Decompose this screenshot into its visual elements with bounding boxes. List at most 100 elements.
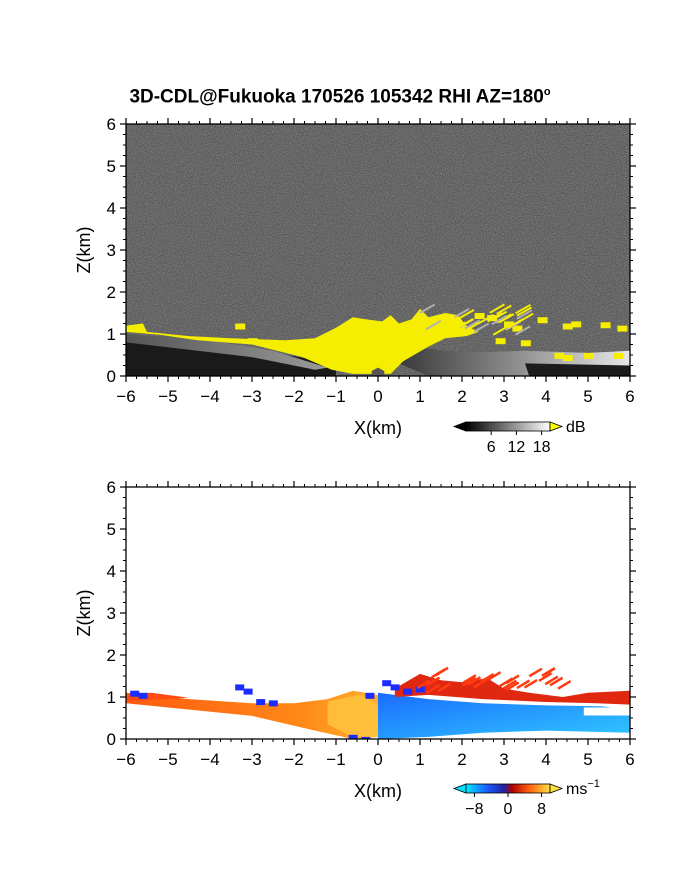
velocity-streak — [437, 682, 451, 693]
velocity-streak — [426, 676, 441, 687]
velocity-patch — [403, 688, 413, 695]
saturated-patch — [520, 340, 531, 347]
velocity-streak — [557, 680, 572, 690]
saturated-patch — [613, 352, 624, 359]
velocity-streak — [480, 672, 495, 683]
y-tick-label: 3 — [107, 241, 116, 260]
velocity-streak — [505, 681, 520, 692]
x-tick-label: −2 — [284, 750, 303, 769]
velocity-patch — [138, 692, 148, 699]
colorbar-tick-label: 8 — [537, 801, 546, 818]
colorbar-over-cap — [549, 783, 564, 794]
y-tick-label: 5 — [107, 157, 116, 176]
velocity-patch — [390, 684, 400, 691]
velocity-streak — [541, 667, 556, 677]
velocity-patch — [235, 684, 245, 691]
velocity-streak — [516, 679, 531, 690]
x-tick-label: 4 — [541, 750, 550, 769]
saturated-patch — [495, 338, 506, 345]
velocity-streak — [544, 675, 559, 686]
y-tick-label: 0 — [107, 367, 116, 386]
x-tick-label: −3 — [242, 387, 261, 406]
x-tick-label: 4 — [541, 387, 550, 406]
colorbar-ramp — [465, 421, 551, 432]
velocity-streak — [487, 671, 502, 681]
colorbar-under-cap — [452, 421, 467, 432]
streak — [478, 314, 495, 325]
x-tick-label: 2 — [457, 387, 466, 406]
streak — [514, 325, 531, 336]
streak — [449, 321, 466, 332]
saturated-patch — [571, 321, 582, 328]
saturated-patch — [268, 342, 279, 349]
velocity-patch — [382, 680, 392, 687]
streak — [473, 322, 490, 333]
site-marker — [371, 367, 385, 376]
colorbar-ramp — [465, 783, 551, 794]
x-tick-label: 6 — [625, 750, 634, 769]
saturated-patch — [247, 338, 258, 345]
saturated-patch — [235, 323, 246, 330]
x-tick-label: 6 — [625, 387, 634, 406]
y-tick-label: 2 — [107, 283, 116, 302]
streak — [432, 313, 449, 325]
x-tick-label: 3 — [499, 750, 508, 769]
x-tick-label: 2 — [457, 750, 466, 769]
y-tick-label: 5 — [107, 520, 116, 539]
velocity-patch — [415, 686, 425, 693]
reflectivity-colorbar: 6 12 18 dB — [452, 419, 586, 456]
y-axis-label: Z(km) — [74, 227, 94, 274]
chart-title-text: 3D-CDL@Fukuoka 170526 105342 RHI AZ=180 — [129, 86, 544, 108]
velocity-panel: −6 −5 −4 −3 −2 −1 0 1 2 3 4 5 6 0 1 2 3 4 5 6 X(km) Z(km) — [74, 478, 636, 801]
colorbar-over-cap — [549, 421, 564, 432]
y-tick-label: 2 — [107, 646, 116, 665]
saturated-patch — [562, 323, 573, 330]
x-tick-label: −4 — [200, 750, 219, 769]
velocity-patch — [243, 688, 253, 695]
velocity-streak — [503, 679, 518, 690]
x-tick-label: −1 — [326, 387, 345, 406]
gray-return-left — [126, 334, 328, 370]
plot-area — [126, 124, 630, 376]
velocity-streak — [462, 674, 477, 684]
no-data-gap — [583, 707, 630, 716]
saturated-core — [126, 308, 479, 374]
y-tick-label: 4 — [107, 562, 116, 581]
streak — [498, 313, 515, 324]
colorbar-unit: ms−1 — [566, 778, 600, 798]
streak — [463, 321, 480, 333]
x-tick-label: 1 — [415, 387, 424, 406]
velocity-streak — [434, 666, 449, 677]
saturated-patch — [504, 321, 514, 328]
saturated-patch — [474, 313, 485, 319]
x-tick-label: −2 — [284, 387, 303, 406]
colorbar-unit-exponent: −1 — [587, 778, 600, 790]
velocity-streak — [528, 667, 543, 678]
x-tick-label: −5 — [158, 750, 177, 769]
x-axis-label: X(km) — [354, 418, 402, 438]
velocity-streak — [416, 679, 431, 690]
velocity-streak — [498, 677, 513, 688]
saturated-patch — [617, 325, 628, 332]
x-tick-label: −5 — [158, 387, 177, 406]
x-tick-label: 0 — [373, 750, 382, 769]
x-tick-label: −6 — [116, 750, 135, 769]
x-tick-label: −6 — [116, 387, 135, 406]
streak — [517, 312, 534, 323]
chart-title: 3D-CDL@Fukuoka 170526 105342 RHI AZ=180o — [0, 86, 680, 108]
streak — [425, 319, 442, 331]
plot-area — [126, 666, 630, 739]
colorbar-tick-label: 12 — [508, 439, 526, 456]
y-tick-label: 6 — [107, 478, 116, 497]
streak — [435, 319, 452, 330]
velocity-streak — [462, 676, 477, 687]
velocity-core — [327, 694, 378, 737]
velocity-patch — [365, 692, 375, 699]
streak — [457, 318, 474, 329]
colorbar-tick-label: 6 — [487, 439, 496, 456]
x-tick-label: 0 — [373, 387, 382, 406]
y-tick-label: 3 — [107, 604, 116, 623]
velocity-streak — [538, 672, 553, 682]
saturated-patch — [583, 352, 594, 359]
colorbar-tick-label: 0 — [504, 801, 513, 818]
